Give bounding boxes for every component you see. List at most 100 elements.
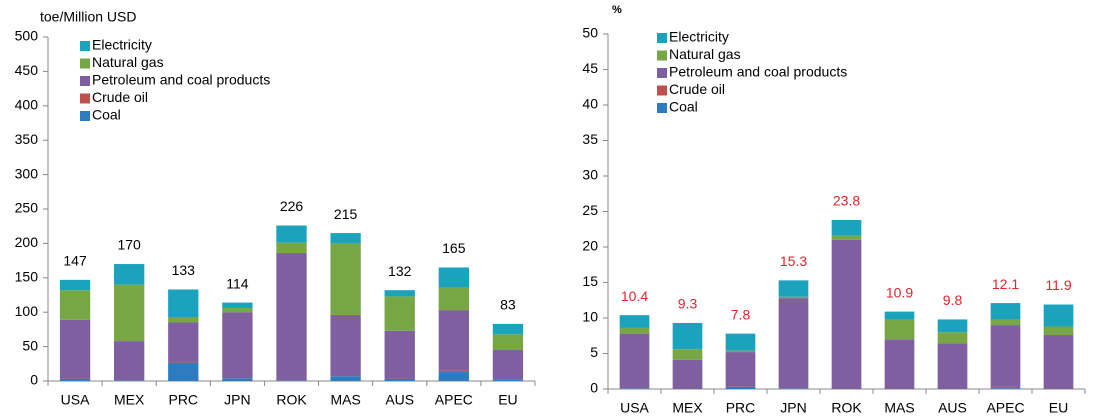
legend-label: Natural gas: [669, 46, 741, 62]
bar-segment: [168, 317, 199, 323]
bar-segment: [1043, 326, 1074, 336]
bar-segment: [990, 303, 1021, 320]
bar-segment: [492, 323, 524, 335]
bar-segment: [937, 332, 968, 344]
bar-segment: [59, 319, 91, 379]
x-tick-label: APEC: [986, 400, 1024, 416]
total-label: 226: [280, 198, 304, 214]
x-tick-label: ROK: [276, 392, 307, 408]
legend-swatch: [657, 50, 667, 61]
y-tick-label: 20: [582, 238, 598, 254]
y-tick-label: 5: [590, 344, 598, 360]
bar-segment: [725, 333, 756, 351]
total-label: 7.8: [731, 306, 751, 322]
legend-label: Crude oil: [669, 81, 725, 97]
bar-segment: [222, 308, 253, 313]
y-tick-label: 30: [582, 167, 598, 183]
bar-segment: [619, 327, 650, 334]
y-tick-label: 0: [30, 372, 38, 388]
bar-segment: [438, 310, 469, 371]
bar-segment: [778, 298, 809, 389]
total-label: 15.3: [780, 253, 807, 269]
bar-segment: [619, 315, 650, 328]
total-label: 114: [226, 275, 249, 291]
y-tick-label: 50: [582, 25, 598, 41]
bar-segment: [778, 280, 809, 297]
bar-segment: [168, 362, 199, 381]
x-tick-label: AUS: [938, 400, 967, 416]
legend-swatch: [657, 103, 667, 113]
x-tick-label: MEX: [672, 400, 703, 416]
legend-label: Electricity: [92, 37, 152, 53]
bar-segment: [831, 220, 862, 236]
x-tick-label: AUS: [385, 392, 414, 408]
x-tick-label: ROK: [831, 400, 862, 416]
y-axis-label: %: [612, 4, 622, 16]
total-label: 10.9: [886, 284, 913, 300]
bar-segment: [884, 311, 915, 320]
y-tick-label: 400: [15, 97, 39, 113]
bar-segment: [725, 350, 756, 353]
bar-segment: [831, 239, 862, 389]
bar-segment: [168, 322, 199, 362]
bar-segment: [384, 296, 415, 331]
bar-segment: [831, 235, 862, 240]
bar-segment: [492, 379, 524, 381]
legend-label: Coal: [92, 107, 121, 123]
bar-segment: [168, 361, 199, 363]
bar-segment: [168, 289, 199, 318]
bar-segment: [330, 243, 361, 315]
bar-segment: [438, 370, 469, 373]
y-tick-label: 35: [582, 131, 598, 147]
y-tick-label: 350: [15, 131, 39, 147]
bar-segment: [384, 378, 415, 381]
x-tick-label: JPN: [224, 392, 250, 408]
bar-segment: [59, 279, 91, 291]
y-tick-label: 15: [582, 273, 598, 289]
total-label: 10.4: [621, 288, 648, 304]
x-tick-label: USA: [61, 392, 90, 408]
y-tick-label: 45: [582, 60, 598, 76]
bar-segment: [438, 267, 469, 288]
bar-segment: [222, 378, 253, 381]
bar-segment: [937, 319, 968, 333]
y-tick-label: 200: [15, 234, 39, 250]
bar-segment: [1043, 335, 1074, 389]
bar-segment: [1043, 304, 1074, 327]
total-label: 165: [442, 240, 466, 256]
bar-segment: [330, 376, 361, 381]
bar-segment: [672, 322, 703, 350]
x-tick-label: USA: [620, 400, 649, 416]
bar-segment: [438, 287, 469, 311]
y-tick-label: 300: [15, 165, 39, 181]
bar-segment: [276, 253, 307, 381]
legend-swatch: [657, 33, 667, 43]
total-label: 12.1: [992, 276, 1019, 292]
legend-label: Petroleum and coal products: [669, 64, 847, 80]
x-tick-label: EU: [1049, 400, 1068, 416]
bar-segment: [276, 242, 307, 254]
x-tick-label: JPN: [780, 400, 806, 416]
x-tick-label: PRC: [726, 400, 756, 416]
bar-segment: [778, 388, 809, 389]
x-tick-label: MAS: [330, 392, 360, 408]
bar-segment: [619, 333, 650, 389]
bar-segment: [492, 334, 524, 351]
legend-label: Natural gas: [92, 54, 164, 70]
bar-segment: [384, 290, 415, 297]
legend-swatch: [80, 58, 90, 69]
total-label: 132: [388, 263, 412, 279]
bar-segment: [59, 378, 91, 381]
bar-segment: [276, 225, 307, 243]
bar-segment: [438, 372, 469, 381]
y-tick-label: 250: [15, 200, 39, 216]
bar-segment: [619, 388, 650, 389]
bar-segment: [884, 339, 915, 389]
x-tick-label: EU: [498, 392, 517, 408]
total-label: 9.8: [943, 292, 963, 308]
bar-segment: [937, 343, 968, 389]
total-label: 9.3: [678, 296, 698, 312]
legend-label: Electricity: [669, 29, 729, 45]
total-label: 215: [334, 206, 358, 222]
